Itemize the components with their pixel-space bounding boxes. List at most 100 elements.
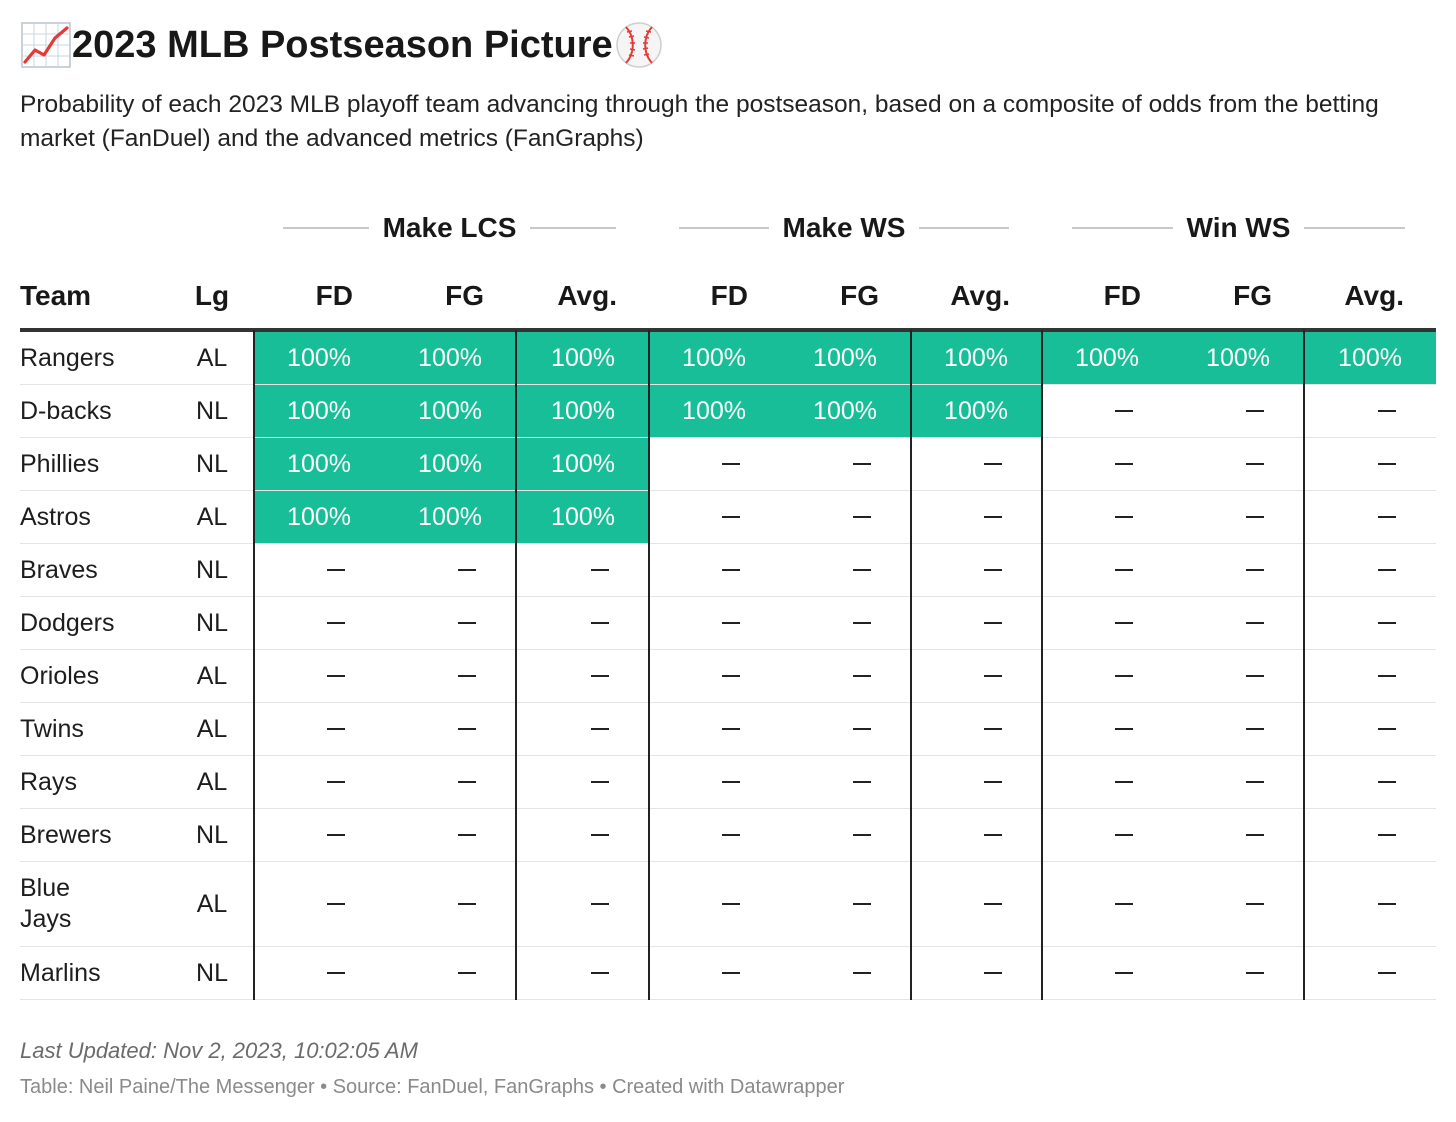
- empty-cell: [649, 438, 780, 490]
- em-dash: [853, 972, 871, 974]
- table-row: Astros AL 100% 100% 100%: [20, 491, 1436, 544]
- last-updated: Last Updated: Nov 2, 2023, 10:02:05 AM: [20, 1038, 418, 1063]
- em-dash: [327, 972, 345, 974]
- em-dash: [722, 569, 740, 571]
- team-name: Astros: [20, 502, 91, 531]
- em-dash: [984, 728, 1002, 730]
- em-dash: [1378, 516, 1396, 518]
- empty-cell: [911, 597, 1042, 649]
- em-dash: [984, 463, 1002, 465]
- probability-cell: 100%: [780, 332, 911, 384]
- em-dash: [1246, 903, 1264, 905]
- column-separator: [1303, 330, 1305, 1000]
- empty-cell: [1042, 703, 1173, 755]
- title-text: 2023 MLB Postseason Picture: [72, 23, 613, 66]
- empty-cell: [254, 703, 385, 755]
- league: NL: [196, 396, 228, 425]
- league: AL: [196, 502, 228, 531]
- em-dash: [984, 903, 1002, 905]
- chart-increasing-icon: [20, 19, 72, 71]
- table-row: Marlins NL: [20, 947, 1436, 1000]
- table-row: Braves NL: [20, 544, 1436, 597]
- probability-cell: 100%: [516, 385, 649, 437]
- em-dash: [722, 728, 740, 730]
- group-rule-right: [919, 227, 1009, 229]
- table-row: Twins AL: [20, 703, 1436, 756]
- em-dash: [722, 903, 740, 905]
- em-dash: [1115, 410, 1133, 412]
- baseball-icon: [613, 19, 665, 71]
- empty-cell: [1173, 597, 1304, 649]
- empty-cell: [1042, 544, 1173, 596]
- league: AL: [196, 889, 228, 918]
- empty-cell: [911, 491, 1042, 543]
- empty-cell: [911, 862, 1042, 946]
- empty-cell: [1304, 544, 1436, 596]
- em-dash: [984, 622, 1002, 624]
- team-name: Blue Jays: [20, 874, 72, 933]
- em-dash: [1378, 569, 1396, 571]
- table-row: Dodgers NL: [20, 597, 1436, 650]
- empty-cell: [911, 756, 1042, 808]
- column-header: Avg.: [950, 280, 1010, 311]
- group-rule-right: [1304, 227, 1406, 229]
- em-dash: [1115, 781, 1133, 783]
- em-dash: [1378, 675, 1396, 677]
- empty-cell: [780, 947, 911, 999]
- table-row: Blue Jays AL: [20, 862, 1436, 947]
- team-name: Phillies: [20, 449, 100, 478]
- em-dash: [984, 675, 1002, 677]
- em-dash: [853, 622, 871, 624]
- column-separator: [515, 330, 517, 1000]
- empty-cell: [385, 947, 516, 999]
- em-dash: [1378, 972, 1396, 974]
- em-dash: [722, 781, 740, 783]
- em-dash: [458, 622, 476, 624]
- empty-cell: [780, 756, 911, 808]
- empty-cell: [911, 703, 1042, 755]
- em-dash: [458, 728, 476, 730]
- em-dash: [1246, 569, 1264, 571]
- probability-cell: 100%: [385, 385, 516, 437]
- empty-cell: [780, 544, 911, 596]
- empty-cell: [254, 809, 385, 861]
- empty-cell: [1173, 756, 1304, 808]
- em-dash: [853, 516, 871, 518]
- probability-cell: 100%: [385, 438, 516, 490]
- em-dash: [458, 569, 476, 571]
- probability-cell: 100%: [1042, 332, 1173, 384]
- empty-cell: [254, 597, 385, 649]
- column-separator: [648, 330, 650, 1000]
- team-name: D-backs: [20, 396, 112, 425]
- column-group-header: Make LCS: [283, 208, 617, 248]
- em-dash: [722, 463, 740, 465]
- em-dash: [1378, 728, 1396, 730]
- empty-cell: [1042, 650, 1173, 702]
- empty-cell: [649, 862, 780, 946]
- em-dash: [984, 781, 1002, 783]
- em-dash: [1115, 516, 1133, 518]
- em-dash: [1115, 569, 1133, 571]
- probability-cell: 100%: [254, 385, 385, 437]
- column-header: Team: [20, 280, 92, 311]
- empty-cell: [1042, 385, 1173, 437]
- empty-cell: [911, 650, 1042, 702]
- empty-cell: [516, 809, 649, 861]
- empty-cell: [385, 544, 516, 596]
- em-dash: [458, 781, 476, 783]
- empty-cell: [385, 597, 516, 649]
- column-group-header: Win WS: [1072, 208, 1406, 248]
- group-rule-left: [679, 227, 769, 229]
- probability-cell: 100%: [516, 438, 649, 490]
- em-dash: [327, 781, 345, 783]
- em-dash: [458, 972, 476, 974]
- empty-cell: [516, 650, 649, 702]
- em-dash: [1378, 463, 1396, 465]
- empty-cell: [1304, 597, 1436, 649]
- em-dash: [1378, 622, 1396, 624]
- empty-cell: [649, 756, 780, 808]
- empty-cell: [254, 650, 385, 702]
- column-header: FG: [1233, 280, 1272, 311]
- empty-cell: [254, 756, 385, 808]
- empty-cell: [1042, 862, 1173, 946]
